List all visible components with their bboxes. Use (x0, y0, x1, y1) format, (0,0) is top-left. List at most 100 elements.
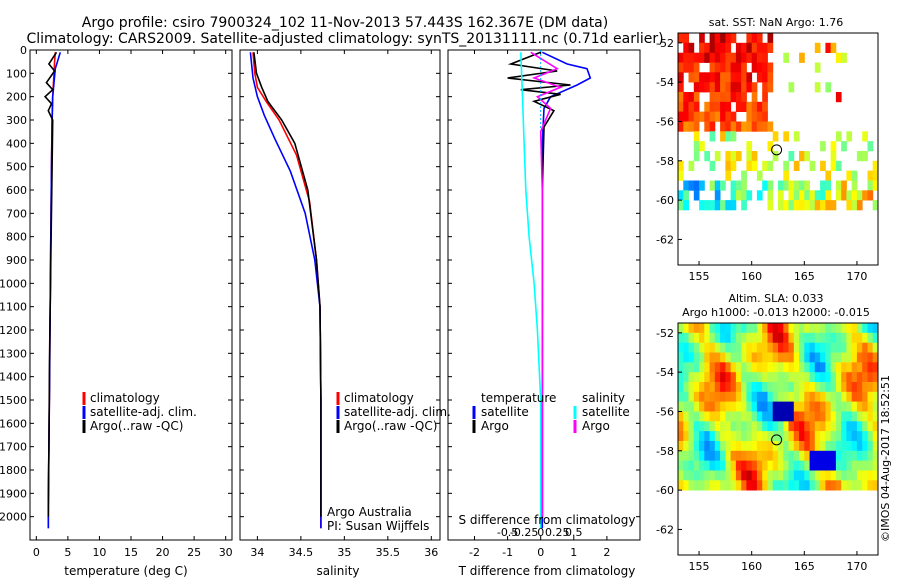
map-cell (678, 121, 684, 132)
x-tick-label: 34 (250, 546, 264, 559)
map-cell (846, 450, 853, 461)
map-cell (714, 391, 721, 402)
map-cell (809, 421, 816, 432)
map-cell (741, 391, 747, 402)
map-cell (720, 33, 726, 44)
map-cell (767, 421, 774, 432)
map-cell (867, 460, 874, 471)
map-cell (688, 470, 695, 481)
map-cell (820, 391, 826, 402)
map-cell (693, 131, 700, 142)
map-cell (720, 460, 726, 471)
map-cell (699, 460, 705, 471)
map-cell (678, 82, 684, 93)
legend-satellite-adj: satellite-adj. clim. (90, 405, 197, 419)
map-cell (688, 332, 695, 343)
map-cell (809, 391, 816, 402)
map-cell (772, 401, 779, 412)
map-cell (735, 382, 742, 393)
map-cell (709, 421, 716, 432)
map-cell (804, 352, 810, 363)
map-cell (693, 101, 700, 112)
map-cell (814, 450, 821, 461)
map-cell (783, 421, 789, 432)
map-cell (725, 480, 732, 491)
map-cell (741, 382, 747, 393)
map-cell (688, 160, 695, 171)
map-cell (683, 352, 689, 363)
map-cell (693, 431, 700, 442)
salinity-xlabel: salinity (316, 564, 359, 578)
x-tick-label: 10 (92, 546, 106, 559)
map-cell (778, 450, 784, 461)
map-cell (709, 121, 716, 132)
map-cell (683, 62, 689, 73)
map-cell (846, 460, 853, 471)
map-cell (799, 421, 805, 432)
map-cell (814, 372, 821, 383)
map-cell (741, 342, 747, 353)
map-cell (693, 121, 700, 132)
map-cell (746, 151, 753, 162)
map-cell (783, 450, 789, 461)
map-cell (820, 141, 826, 152)
map-cell (830, 342, 837, 353)
map-cell (762, 352, 768, 363)
map-cell (688, 342, 695, 353)
map-cell (756, 52, 763, 63)
map-cell (783, 352, 789, 363)
map-cell (872, 480, 879, 491)
map-cell (841, 352, 847, 363)
map-cell (678, 160, 684, 171)
map-cell (683, 391, 689, 402)
map-cell (820, 342, 826, 353)
map-cell (778, 441, 784, 452)
map-cell (867, 480, 874, 491)
temperature-legend: climatology satellite-adj. clim. Argo(..… (82, 391, 197, 433)
map-cell (851, 441, 858, 452)
map-cell (709, 72, 716, 83)
map-cell (741, 372, 747, 383)
map-cell (830, 460, 837, 471)
map-cell (688, 411, 695, 422)
map-cell (856, 401, 863, 412)
map-cell (793, 180, 800, 191)
map-cell (835, 92, 842, 103)
map-cell (730, 190, 737, 201)
map-cell (793, 450, 800, 461)
map-cell (693, 342, 700, 353)
y-tick-label: 500 (6, 161, 27, 174)
map-cell (688, 480, 695, 491)
map-cell (683, 190, 689, 201)
map-cell (862, 460, 868, 471)
map-cell (714, 200, 721, 211)
map-cell (683, 382, 689, 393)
map-cell (688, 391, 695, 402)
x-tick-label: 25 (187, 546, 201, 559)
map-cell (699, 332, 705, 343)
map-cell (688, 42, 695, 53)
map-cell (772, 480, 779, 491)
map-cell (788, 460, 795, 471)
map-cell (725, 450, 732, 461)
map-cell (783, 431, 789, 442)
map-cell (746, 72, 753, 83)
map-cell (735, 82, 742, 93)
map-cell (730, 382, 737, 393)
map-cell (730, 332, 737, 343)
map-cell (725, 92, 732, 103)
map-cell (709, 372, 716, 383)
map-cell (678, 52, 684, 63)
map-cell (741, 411, 747, 422)
map-cell (714, 92, 721, 103)
y-tick-label: -58 (656, 445, 674, 458)
map-cell (725, 332, 732, 343)
map-cell (693, 372, 700, 383)
map-cell (730, 441, 737, 452)
map-cell (756, 372, 763, 383)
map-cell (709, 441, 716, 452)
map-cell (846, 362, 853, 373)
map-cell (762, 72, 768, 83)
x-tick-label: 165 (794, 560, 815, 573)
map-cell (741, 190, 747, 201)
